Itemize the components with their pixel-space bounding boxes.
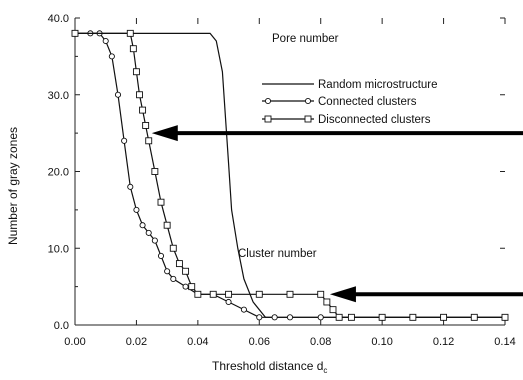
legend-marker-left-disconnected-clusters [264,115,272,123]
x-tick-label-7: 0.14 [494,336,515,348]
point-disconnected-clusters-14 [188,283,196,291]
point-connected-clusters-14 [170,275,177,283]
legend-label-disconnected-clusters: Disconnected clusters [318,114,431,126]
point-disconnected-clusters-25 [378,313,386,321]
arrow-head-0 [151,125,178,142]
point-disconnected-clusters-21 [323,298,331,306]
point-disconnected-clusters-11 [169,244,177,252]
x-axis-title-subscript: c [323,366,327,375]
point-connected-clusters-22 [286,314,294,321]
point-connected-clusters-21 [271,314,278,321]
point-disconnected-clusters-1 [126,29,134,37]
point-disconnected-clusters-6 [142,121,150,129]
axes: 0.00 0.02 0.04 0.06 0.08 0.10 0.12 0.14 0.0 10.0 2… [48,13,516,348]
point-disconnected-clusters-17 [225,290,233,298]
point-disconnected-clusters-4 [136,91,143,99]
point-connected-clusters-12 [157,252,165,259]
y-tick-label-3: 30.0 [48,90,69,102]
point-disconnected-clusters-7 [145,137,153,145]
point-disconnected-clusters-20 [317,290,325,298]
point-connected-clusters-19 [240,306,247,313]
point-connected-clusters-9 [139,222,146,229]
series-line-random-microstructure [75,32,505,318]
point-connected-clusters-15 [182,283,189,290]
annotation-pore-number: Pore number [272,33,339,45]
legend-label-random-microstructure: Random microstructure [318,79,438,91]
x-tick-label-4: 0.08 [310,336,331,348]
x-tick-label-2: 0.04 [187,336,208,348]
series-layer [71,29,509,321]
legend: Random microstructure Connected clusters… [262,79,438,126]
point-connected-clusters-18 [225,298,232,306]
point-disconnected-clusters-10 [163,221,171,229]
point-connected-clusters-13 [164,268,171,275]
point-connected-clusters-20 [256,314,263,321]
point-connected-clusters-4 [108,53,115,60]
series-line-disconnected-clusters [75,32,505,318]
point-disconnected-clusters-12 [175,260,183,268]
point-connected-clusters-7 [127,183,134,190]
point-disconnected-clusters-27 [440,313,448,321]
point-disconnected-clusters-0 [71,29,79,37]
point-disconnected-clusters-8 [151,168,159,175]
point-connected-clusters-8 [133,206,140,213]
point-disconnected-clusters-28 [470,313,478,321]
x-tick-label-1: 0.02 [126,336,147,348]
legend-marker-right-disconnected-clusters [304,115,312,123]
point-connected-clusters-11 [151,237,158,244]
x-tick-label-0: 0.00 [64,336,85,348]
x-tick-label-3: 0.06 [249,336,270,348]
point-disconnected-clusters-2 [129,45,137,53]
point-disconnected-clusters-19 [286,290,294,298]
point-disconnected-clusters-18 [255,290,263,298]
annotation-cluster-number: Cluster number [238,248,317,260]
point-connected-clusters-6 [121,137,128,144]
y-tick-label-0: 0.0 [54,320,69,332]
point-connected-clusters-10 [145,229,152,236]
legend-label-connected-clusters: Connected clusters [318,96,417,108]
point-connected-clusters-5 [114,91,122,98]
y-tick-label-4: 40.0 [48,13,69,25]
legend-marker-right-connected-clusters [304,97,312,105]
point-disconnected-clusters-26 [409,313,417,321]
arrow-head-1 [329,286,356,303]
y-tick-label-2: 20.0 [48,167,69,179]
y-tick-label-1: 10.0 [48,243,69,255]
point-disconnected-clusters-9 [157,198,165,206]
x-tick-label-5: 0.10 [371,336,392,348]
point-disconnected-clusters-16 [209,290,217,298]
point-connected-clusters-3 [102,37,109,45]
legend-marker-left-connected-clusters [264,97,272,105]
point-disconnected-clusters-24 [347,313,355,321]
point-disconnected-clusters-22 [329,306,337,314]
point-disconnected-clusters-29 [501,313,509,321]
x-tick-label-6: 0.12 [433,336,454,348]
point-disconnected-clusters-23 [335,313,343,321]
series-line-connected-clusters [75,32,505,318]
x-axis-title: Threshold distance dc [212,359,327,375]
point-disconnected-clusters-13 [182,267,190,275]
point-disconnected-clusters-3 [132,68,140,76]
point-disconnected-clusters-15 [194,290,202,298]
point-disconnected-clusters-5 [139,106,147,114]
annotation-layer: Pore number Cluster number [151,33,523,303]
point-connected-clusters-23 [317,314,324,321]
x-axis-title-main: Threshold distance d [212,359,323,373]
y-axis-title: Number of gray zones [6,127,20,245]
